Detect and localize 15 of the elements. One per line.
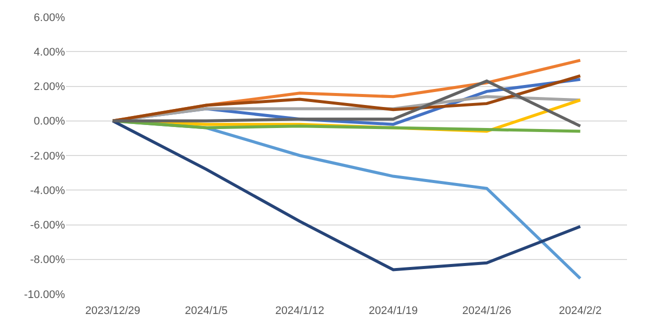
y-tick-label: 2.00%: [34, 81, 66, 94]
x-tick-label: 2024/1/5: [184, 305, 228, 318]
y-tick-label: 6.00%: [34, 12, 66, 24]
x-tick-label: 2024/1/19: [368, 305, 418, 318]
y-tick-label: -2.00%: [30, 150, 66, 162]
x-tick-label: 2023/12/29: [85, 305, 140, 318]
x-tick-label: 2024/2/2: [558, 305, 602, 318]
y-tick-label: -8.00%: [30, 254, 66, 266]
y-tick-label: 0.00%: [34, 116, 66, 128]
y-tick-label: -4.00%: [30, 184, 66, 197]
x-tick-label: 2024/1/12: [275, 305, 324, 318]
y-tick-label: 4.00%: [34, 46, 66, 58]
y-tick-label: -6.00%: [30, 220, 66, 232]
y-tick-label: -10.00%: [24, 288, 66, 301]
x-tick-label: 2024/1/26: [462, 305, 512, 318]
